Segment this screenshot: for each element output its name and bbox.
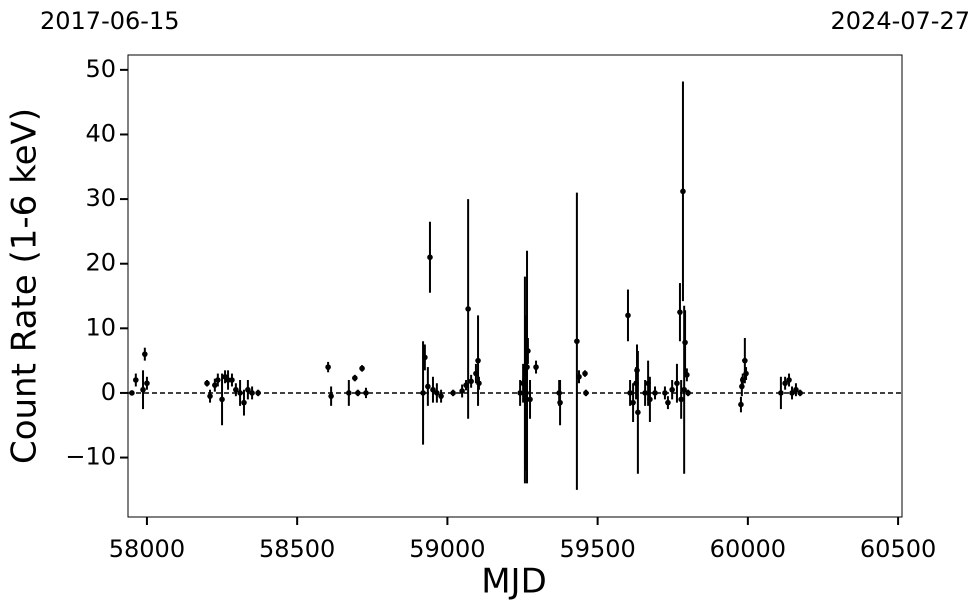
data-point — [647, 396, 653, 403]
data-point — [219, 396, 225, 403]
data-point — [786, 377, 792, 383]
plot-frame — [127, 54, 903, 518]
data-point — [245, 386, 251, 393]
data-point — [742, 357, 748, 364]
y-tick-label: 10 — [85, 313, 116, 341]
data-point — [789, 390, 795, 396]
data-point — [582, 370, 588, 377]
data-point — [204, 380, 210, 387]
data-point — [225, 377, 231, 383]
data-point — [627, 390, 633, 396]
data-point — [682, 339, 688, 346]
data-point — [476, 380, 482, 387]
data-point — [255, 390, 261, 396]
data-point — [652, 390, 658, 396]
x-axis-label: MJD — [481, 562, 547, 602]
end-date: 2024-07-27 — [831, 7, 970, 35]
data-point — [468, 378, 474, 385]
data-point — [685, 390, 691, 396]
data-point — [438, 393, 444, 399]
data-point — [517, 390, 523, 396]
data-point — [434, 390, 440, 396]
data-point — [425, 383, 431, 390]
data-point — [642, 390, 648, 396]
data-point — [430, 386, 436, 393]
data-point — [782, 380, 788, 387]
data-point — [144, 380, 150, 387]
data-point — [533, 364, 539, 370]
data-point — [359, 365, 365, 372]
x-tick-label: 58000 — [109, 535, 185, 563]
data-point — [465, 306, 471, 312]
data-point — [793, 386, 799, 393]
data-point — [427, 254, 433, 261]
y-tick-label: 20 — [85, 249, 116, 277]
data-point — [241, 399, 247, 406]
data-point — [674, 380, 680, 387]
data-point — [142, 351, 148, 357]
x-tick-label: 60000 — [710, 535, 786, 563]
data-point — [684, 372, 690, 378]
start-date: 2017-06-15 — [40, 7, 179, 35]
data-point — [212, 382, 218, 388]
data-point — [475, 357, 481, 364]
data-point — [346, 390, 352, 396]
data-point — [237, 390, 243, 396]
data-point — [524, 364, 530, 370]
x-tick-label: 60500 — [860, 535, 936, 563]
data-point — [459, 388, 465, 394]
data-point — [233, 386, 239, 393]
x-tick-label: 58500 — [259, 535, 335, 563]
y-tick-label: 40 — [85, 119, 116, 147]
y-tick-label: 30 — [85, 184, 116, 212]
data-point — [677, 309, 683, 315]
data-point — [625, 312, 631, 319]
data-point — [583, 390, 589, 396]
y-axis-label: Count Rate (1-6 keV) — [5, 108, 45, 464]
data-point — [576, 373, 582, 380]
data-point — [328, 393, 334, 399]
y-tick-label: 0 — [101, 378, 116, 406]
data-point — [797, 390, 803, 396]
data-point — [525, 348, 531, 354]
data-point — [129, 390, 135, 396]
y-tick-label: −10 — [65, 443, 116, 471]
data-point — [420, 390, 426, 396]
data-point — [450, 390, 456, 396]
data-point — [352, 375, 358, 381]
data-point — [778, 390, 784, 396]
data-point — [574, 338, 580, 345]
data-point — [665, 399, 671, 406]
data-point — [140, 386, 146, 393]
data-point — [422, 354, 428, 361]
data-point — [207, 393, 213, 399]
data-point — [743, 370, 749, 377]
y-tick-label: 50 — [85, 55, 116, 83]
data-point — [630, 399, 636, 406]
data-point — [738, 401, 744, 408]
data-point — [678, 396, 684, 403]
data-point — [325, 364, 331, 370]
data-point — [215, 377, 221, 383]
data-point — [557, 399, 563, 406]
data-point — [680, 188, 686, 195]
data-point — [635, 409, 641, 416]
data-point — [662, 390, 668, 396]
x-tick-label: 59500 — [559, 535, 635, 563]
x-tick-label: 59000 — [409, 535, 485, 563]
data-point — [681, 386, 687, 393]
data-point — [355, 390, 361, 396]
data-point — [669, 386, 675, 393]
data-point — [363, 390, 369, 396]
data-point — [133, 377, 139, 383]
data-point — [249, 390, 255, 396]
data-point — [229, 377, 235, 383]
data-point — [527, 396, 533, 403]
